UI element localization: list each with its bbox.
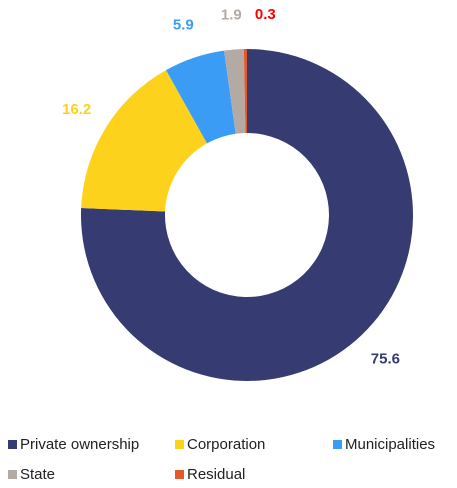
legend-swatch (333, 440, 342, 449)
legend-swatch (175, 440, 184, 449)
legend-label: Residual (187, 466, 246, 483)
data-label: 0.3 (255, 6, 276, 23)
legend-swatch (175, 470, 184, 479)
legend-swatch (8, 440, 17, 449)
legend: Private ownership Corporation Municipaliti… (8, 436, 457, 483)
legend-label: Municipalities (345, 436, 436, 453)
donut-slice (81, 70, 208, 212)
chart: 75.6 16.2 5.9 1.9 0.3 (62, 6, 413, 381)
data-label: 16.2 (62, 101, 91, 118)
donut-slice (81, 49, 413, 381)
donut-slice (224, 49, 246, 134)
legend-label: Private ownership (20, 436, 140, 453)
legend-label: State (20, 466, 56, 483)
legend-label: Corporation (187, 436, 266, 453)
legend-item: Municipalities (333, 436, 457, 453)
data-label: 75.6 (371, 350, 400, 367)
data-label: 1.9 (221, 7, 242, 24)
donut-slice (243, 49, 247, 134)
legend-item: State (8, 466, 175, 483)
legend-swatch (8, 470, 17, 479)
legend-item: Private ownership (8, 436, 175, 453)
data-label: 5.9 (173, 16, 194, 33)
legend-item: Corporation (175, 436, 333, 453)
legend-item: Residual (175, 466, 333, 483)
donut-slice (166, 50, 236, 144)
